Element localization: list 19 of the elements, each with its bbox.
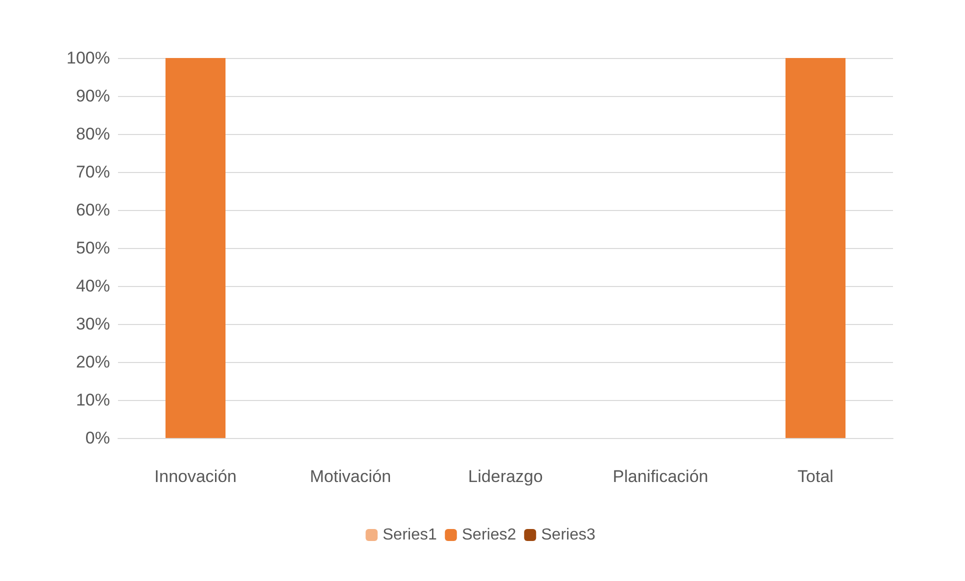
y-tick-label: 80% [76,124,110,144]
x-tick-label: Innovación [154,467,237,486]
x-tick-label: Total [798,467,834,486]
y-tick-label: 50% [76,238,110,258]
y-tick-label: 10% [76,390,110,410]
legend-label: Series1 [382,526,437,544]
legend-label: Series2 [462,526,516,544]
y-tick-label: 70% [76,162,110,182]
y-tick-label: 0% [85,428,110,448]
legend-label: Series3 [541,526,596,544]
y-tick-label: 90% [76,86,110,106]
y-tick-label: 40% [76,276,110,296]
x-tick-label: Liderazgo [468,467,543,486]
y-tick-label: 60% [76,200,110,220]
y-tick-label: 30% [76,314,110,334]
x-tick-label: Motivación [310,467,392,486]
y-tick-label: 20% [76,352,110,372]
x-tick-label: Planificación [612,467,708,486]
y-tick-label: 100% [66,48,110,68]
